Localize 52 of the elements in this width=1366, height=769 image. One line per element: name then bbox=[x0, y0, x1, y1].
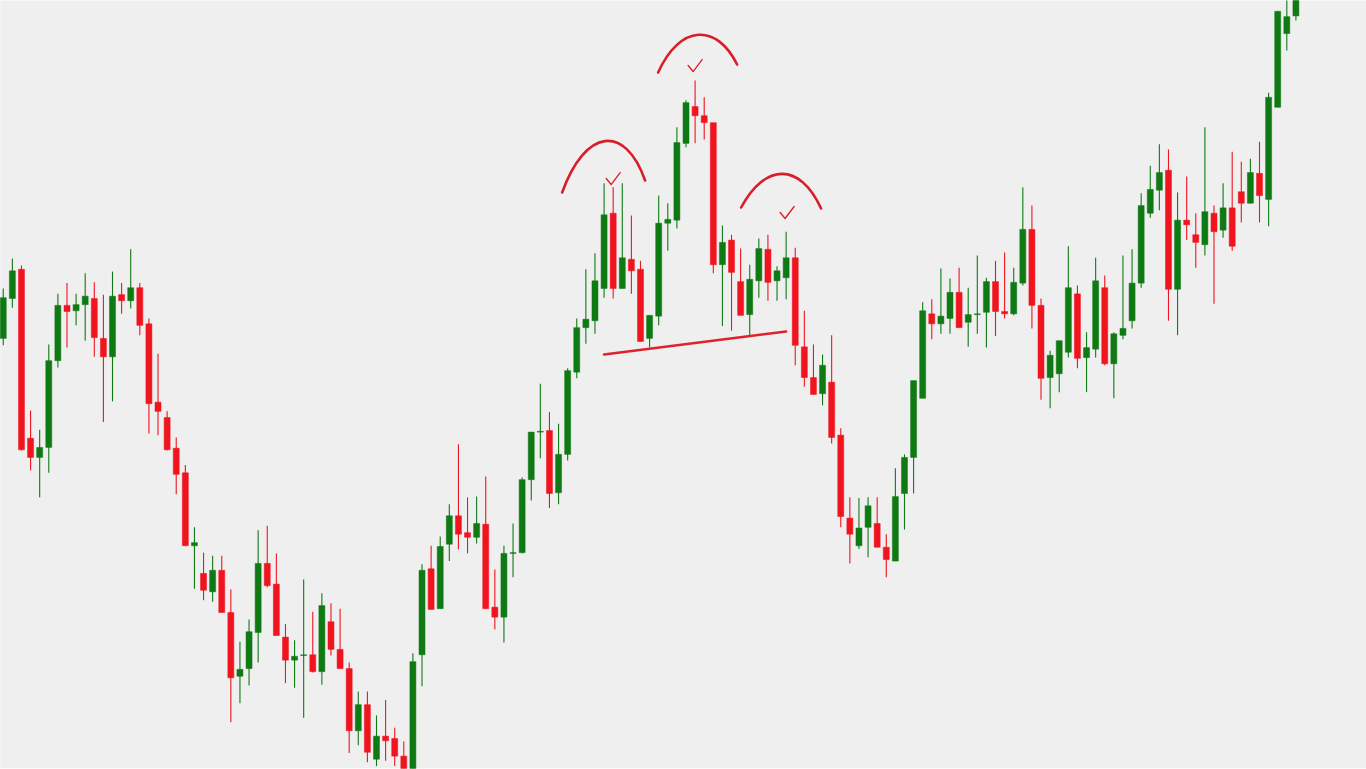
candlestick bbox=[400, 740, 408, 769]
candlestick bbox=[1219, 182, 1227, 239]
candlestick bbox=[36, 429, 43, 498]
candlestick bbox=[382, 699, 389, 762]
candlestick bbox=[846, 496, 854, 564]
candlestick bbox=[1210, 205, 1218, 305]
candlestick bbox=[464, 496, 471, 554]
candlestick bbox=[209, 555, 216, 603]
candlestick bbox=[1156, 143, 1163, 211]
candlestick bbox=[1183, 175, 1190, 241]
candlestick bbox=[873, 496, 881, 548]
candlestick bbox=[719, 224, 726, 327]
candlestick bbox=[27, 410, 34, 472]
candlestick bbox=[964, 287, 972, 348]
candlestick bbox=[664, 202, 672, 252]
candlestick bbox=[291, 639, 298, 689]
candlestick bbox=[537, 383, 544, 459]
candlestick bbox=[264, 525, 271, 588]
candlestick bbox=[1001, 251, 1008, 319]
candlestick bbox=[628, 215, 635, 295]
candlestick bbox=[282, 623, 289, 684]
candlestick bbox=[236, 641, 244, 704]
candlestick bbox=[473, 496, 480, 544]
candlestick bbox=[455, 443, 462, 551]
candlestick bbox=[691, 79, 699, 144]
candlestick bbox=[1147, 165, 1154, 219]
candlestick bbox=[72, 293, 80, 326]
candlestick bbox=[1283, 0, 1291, 52]
candlestick bbox=[391, 727, 398, 767]
candlestick bbox=[300, 578, 307, 719]
candlestick bbox=[883, 533, 890, 578]
candlestick bbox=[974, 254, 981, 335]
candlestick bbox=[700, 96, 708, 141]
candlestick bbox=[118, 282, 125, 315]
candlestick bbox=[191, 526, 198, 590]
candlestick bbox=[928, 298, 936, 340]
candlestick bbox=[100, 294, 107, 423]
candlestick bbox=[81, 272, 89, 342]
candlestick bbox=[491, 568, 499, 630]
candlestick bbox=[200, 552, 207, 601]
candlestick bbox=[1292, 0, 1300, 22]
candlestick bbox=[810, 344, 817, 396]
candlestick bbox=[127, 248, 134, 310]
candlestick bbox=[63, 282, 71, 349]
candlestick bbox=[1256, 141, 1263, 224]
candlestick bbox=[373, 714, 380, 767]
candlestick bbox=[646, 314, 653, 349]
candlestick bbox=[1083, 331, 1090, 393]
candlestick bbox=[309, 611, 317, 673]
candlestick bbox=[1046, 350, 1054, 409]
candlestick bbox=[1238, 161, 1245, 224]
candlestick bbox=[1192, 212, 1200, 269]
